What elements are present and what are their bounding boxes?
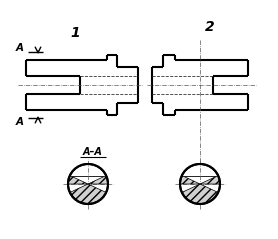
- Text: A: A: [16, 43, 24, 53]
- Text: A–A: A–A: [83, 147, 103, 157]
- Text: 1: 1: [70, 26, 80, 40]
- Wedge shape: [180, 176, 200, 184]
- Wedge shape: [88, 176, 108, 184]
- Wedge shape: [200, 176, 220, 184]
- Wedge shape: [68, 176, 88, 184]
- Wedge shape: [70, 184, 106, 204]
- Text: 2: 2: [205, 20, 215, 34]
- Wedge shape: [182, 184, 218, 204]
- Text: A: A: [16, 117, 24, 127]
